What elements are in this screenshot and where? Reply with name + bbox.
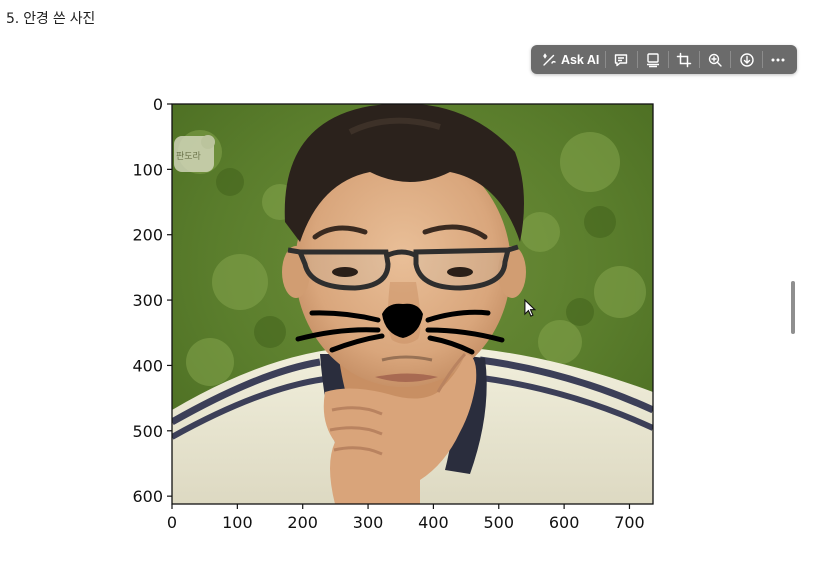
- x-tick-label: 500: [483, 513, 514, 532]
- hand: [323, 352, 477, 504]
- toolbar-separator: [699, 51, 701, 68]
- zoom-button[interactable]: [700, 45, 730, 74]
- whiskers: [295, 309, 505, 355]
- ask-ai-button[interactable]: Ask AI: [535, 45, 605, 74]
- comment-icon: [615, 53, 628, 66]
- page-heading: 5. 안경 쓴 사진: [6, 11, 96, 27]
- toolbar-separator: [730, 51, 732, 68]
- face: [295, 147, 511, 387]
- y-tick-label: 400: [132, 356, 163, 375]
- mouse-cursor: [524, 298, 537, 317]
- x-tick-label: 100: [222, 513, 253, 532]
- x-tick-label: 700: [614, 513, 645, 532]
- axes-frame: [171, 103, 654, 505]
- mouth: [375, 373, 438, 382]
- y-tick-label: 300: [132, 291, 163, 310]
- foliage-texture: [178, 130, 646, 386]
- y-tick-label: 0: [153, 95, 163, 114]
- y-tick-label: 600: [132, 487, 163, 506]
- x-tick-label: 600: [549, 513, 580, 532]
- crop-button[interactable]: [669, 45, 699, 74]
- toolbar-separator: [761, 51, 763, 68]
- toolbar-separator: [605, 51, 607, 68]
- comment-button[interactable]: [606, 45, 636, 74]
- svg-text:판도라: 판도라: [176, 151, 202, 162]
- crop-icon: [676, 52, 692, 67]
- download-icon: [739, 52, 754, 67]
- matplotlib-figure: 판도라: [132, 95, 654, 532]
- x-tick-label: 400: [418, 513, 449, 532]
- more-icon: [771, 58, 785, 61]
- y-tick-label: 500: [132, 422, 163, 441]
- sparkle-pen-icon: [543, 52, 556, 66]
- x-tick-label: 300: [353, 513, 384, 532]
- hair: [284, 104, 524, 242]
- download-button[interactable]: [731, 45, 761, 74]
- toolbar-separator: [636, 51, 638, 68]
- watermark-logo: 판도라: [174, 135, 215, 172]
- figure: 판도라: [120, 92, 680, 552]
- y-axis: 0 100 200 300 400 500 600: [132, 95, 172, 506]
- caption-button[interactable]: [638, 45, 668, 74]
- x-tick-label: 0: [167, 513, 177, 532]
- photo: 판도라: [172, 104, 653, 504]
- y-tick-label: 200: [132, 226, 163, 245]
- caption-icon: [646, 52, 659, 67]
- image-toolbar: Ask AI: [531, 45, 797, 74]
- zoom-in-icon: [709, 53, 723, 67]
- x-tick-label: 200: [287, 513, 318, 532]
- toolbar-separator: [667, 51, 669, 68]
- ask-ai-label: Ask AI: [560, 52, 600, 67]
- cat-doodle: [295, 303, 505, 355]
- y-tick-label: 100: [132, 160, 163, 179]
- more-options-button[interactable]: [763, 45, 793, 74]
- x-axis: 0 100 200 300 400 500 600 700: [167, 504, 645, 532]
- scrollbar-thumb[interactable]: [791, 281, 795, 334]
